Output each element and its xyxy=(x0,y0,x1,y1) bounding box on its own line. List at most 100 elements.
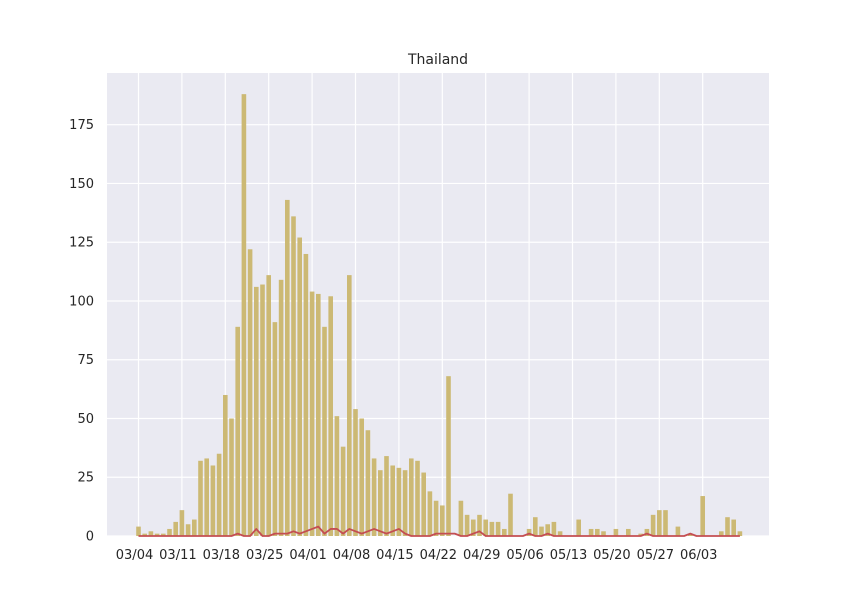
x-tick-label: 06/03 xyxy=(680,548,717,563)
bar xyxy=(390,465,395,536)
bar xyxy=(378,470,383,536)
bar xyxy=(167,528,172,536)
bar xyxy=(334,416,340,536)
bar xyxy=(402,470,408,536)
bar xyxy=(533,517,538,536)
bar xyxy=(601,531,606,536)
y-tick-label: 100 xyxy=(69,294,94,309)
y-tick-label: 25 xyxy=(77,471,94,486)
bar xyxy=(185,524,191,536)
x-tick-label: 04/15 xyxy=(376,548,413,563)
bar xyxy=(192,519,197,536)
bar xyxy=(427,491,433,536)
bar xyxy=(272,322,278,536)
bar xyxy=(247,249,253,536)
bar xyxy=(644,528,650,536)
bar xyxy=(161,533,166,536)
bar xyxy=(148,531,154,536)
bar xyxy=(663,510,668,536)
bar xyxy=(737,531,743,536)
bar xyxy=(371,458,377,536)
bar xyxy=(551,521,557,536)
bar xyxy=(638,533,643,536)
bar xyxy=(322,326,327,536)
bar xyxy=(173,521,178,536)
bar xyxy=(353,409,358,536)
bar xyxy=(297,237,302,536)
y-tick-label: 50 xyxy=(77,412,94,427)
bar xyxy=(576,519,581,536)
y-tick-label: 150 xyxy=(69,177,94,192)
x-tick-label: 05/27 xyxy=(637,548,674,563)
bar xyxy=(142,533,147,536)
bar xyxy=(477,514,482,536)
x-tick-label: 03/04 xyxy=(116,548,153,563)
bar xyxy=(725,517,730,536)
bar xyxy=(440,505,445,536)
bar xyxy=(210,465,216,536)
bar xyxy=(384,456,389,536)
bar xyxy=(719,531,724,536)
bar xyxy=(254,286,259,536)
bar xyxy=(154,533,160,536)
bar xyxy=(731,519,736,536)
bar xyxy=(458,500,464,536)
y-axis: 0 25 50 75 100 125 150 175 xyxy=(69,118,94,544)
bar xyxy=(526,528,532,536)
bar xyxy=(303,253,309,536)
bar xyxy=(179,510,185,536)
y-tick-label: 125 xyxy=(69,236,94,251)
bar xyxy=(545,524,550,536)
bar xyxy=(415,460,420,536)
bar xyxy=(421,472,426,536)
bar xyxy=(266,275,271,536)
x-tick-label: 04/22 xyxy=(420,548,457,563)
bar xyxy=(291,216,296,536)
bar xyxy=(539,526,544,536)
bar xyxy=(489,521,495,536)
x-tick-label: 03/25 xyxy=(246,548,283,563)
bar xyxy=(495,521,501,536)
bar xyxy=(433,500,439,536)
bar xyxy=(260,284,265,536)
bar xyxy=(502,528,507,536)
bar xyxy=(235,326,240,536)
bar xyxy=(198,460,203,536)
bar xyxy=(136,526,141,536)
x-axis: 03/04 03/11 03/18 03/25 04/01 04/08 04/15 04/22… xyxy=(116,548,718,563)
bar xyxy=(675,526,681,536)
bar xyxy=(229,418,234,536)
x-tick-label: 05/20 xyxy=(593,548,630,563)
y-tick-label: 75 xyxy=(77,353,94,368)
x-tick-label: 05/06 xyxy=(506,548,543,563)
bar xyxy=(278,279,284,536)
deaths-line xyxy=(138,525,740,537)
bar xyxy=(316,293,321,536)
bar xyxy=(464,514,470,536)
bar xyxy=(365,430,371,536)
bars xyxy=(136,94,743,537)
bar xyxy=(241,94,247,536)
x-tick-label: 03/11 xyxy=(159,548,196,563)
line-series xyxy=(138,525,740,537)
bar xyxy=(688,533,693,536)
bar xyxy=(508,493,513,536)
bar xyxy=(396,467,402,536)
x-tick-label: 04/08 xyxy=(333,548,370,563)
bar xyxy=(657,510,662,536)
bar xyxy=(359,418,364,536)
bar xyxy=(626,528,631,536)
bar xyxy=(223,394,228,536)
bar xyxy=(347,275,352,536)
bar xyxy=(328,296,333,536)
x-tick-label: 05/13 xyxy=(550,548,587,563)
bar xyxy=(557,531,563,536)
bar xyxy=(613,528,619,536)
bar xyxy=(700,496,705,536)
bar xyxy=(446,376,451,536)
y-tick-label: 175 xyxy=(69,118,94,133)
bar xyxy=(588,528,594,536)
bar xyxy=(285,199,290,537)
x-tick-label: 03/18 xyxy=(203,548,240,563)
